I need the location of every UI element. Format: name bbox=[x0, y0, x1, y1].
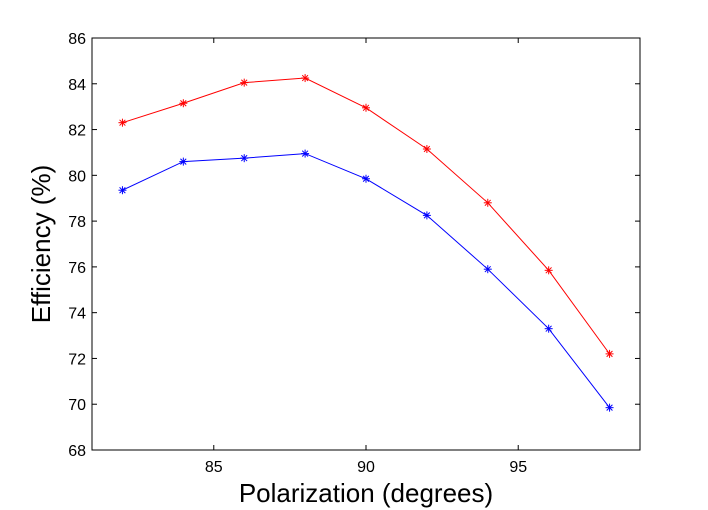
data-point bbox=[422, 211, 431, 220]
y-tick-label: 84 bbox=[68, 77, 86, 94]
y-tick-label: 82 bbox=[68, 123, 86, 140]
data-point bbox=[605, 403, 614, 412]
data-point bbox=[544, 324, 553, 333]
data-point bbox=[422, 145, 431, 154]
x-axis-label: Polarization (degrees) bbox=[239, 478, 493, 508]
x-tick-label: 95 bbox=[509, 459, 527, 476]
data-point bbox=[605, 349, 614, 358]
data-point bbox=[240, 154, 249, 163]
data-point bbox=[544, 266, 553, 275]
data-point bbox=[362, 103, 370, 112]
data-point bbox=[301, 74, 310, 83]
y-tick-label: 78 bbox=[68, 214, 86, 231]
x-tick-label: 90 bbox=[357, 459, 375, 476]
y-tick-label: 72 bbox=[68, 351, 86, 368]
y-tick-label: 86 bbox=[68, 31, 86, 48]
x-tick-label: 85 bbox=[205, 459, 223, 476]
y-tick-label: 68 bbox=[68, 443, 86, 460]
series-red bbox=[118, 74, 614, 358]
data-point bbox=[483, 265, 492, 274]
y-tick-label: 80 bbox=[68, 168, 86, 185]
data-point bbox=[118, 186, 127, 195]
data-point bbox=[483, 198, 492, 207]
x-axis: 85 90 95 bbox=[205, 38, 527, 476]
y-axis-label: Efficiency (%) bbox=[26, 165, 56, 323]
data-point bbox=[301, 149, 310, 158]
y-tick-label: 76 bbox=[68, 260, 86, 277]
y-tick-label: 74 bbox=[68, 306, 86, 323]
plot-area bbox=[91, 37, 641, 451]
data-point bbox=[362, 174, 370, 183]
series-blue bbox=[118, 149, 614, 412]
data-point bbox=[179, 99, 188, 108]
y-axis: 68 70 72 74 76 78 80 82 84 86 bbox=[68, 31, 640, 460]
data-point bbox=[240, 78, 249, 87]
data-point bbox=[179, 157, 188, 166]
y-tick-label: 70 bbox=[68, 397, 86, 414]
series-layer bbox=[118, 74, 614, 412]
data-point bbox=[118, 118, 127, 127]
